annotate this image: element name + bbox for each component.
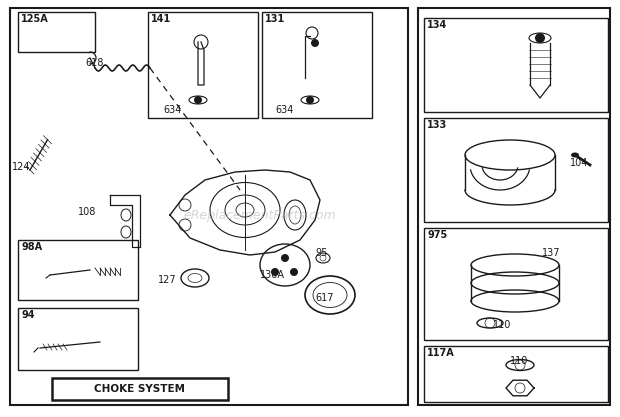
Circle shape — [281, 254, 289, 262]
Text: CHOKE SYSTEM: CHOKE SYSTEM — [94, 384, 185, 394]
Text: 125A: 125A — [21, 14, 49, 24]
Bar — [424, 118, 608, 222]
Bar — [52, 378, 228, 400]
Text: eReplacementParts.com: eReplacementParts.com — [184, 208, 336, 221]
Text: 141: 141 — [151, 14, 171, 24]
Text: 634: 634 — [163, 105, 182, 115]
Text: 94: 94 — [21, 310, 35, 320]
Bar — [262, 12, 372, 118]
Text: 130A: 130A — [260, 270, 285, 280]
Text: 127: 127 — [158, 275, 177, 285]
Text: 975: 975 — [427, 230, 447, 240]
Bar — [424, 228, 608, 340]
Text: 104: 104 — [570, 158, 588, 168]
Text: 117A: 117A — [427, 348, 454, 358]
Text: 110: 110 — [493, 320, 512, 330]
Circle shape — [271, 268, 279, 276]
Bar — [148, 12, 258, 118]
Circle shape — [306, 96, 314, 104]
Text: 634: 634 — [275, 105, 293, 115]
Ellipse shape — [571, 153, 579, 158]
Text: 124: 124 — [12, 162, 30, 172]
Circle shape — [290, 268, 298, 276]
Text: 131: 131 — [265, 14, 285, 24]
Circle shape — [535, 33, 545, 43]
Text: 618: 618 — [85, 58, 104, 68]
Text: 95: 95 — [315, 248, 327, 258]
Bar — [18, 308, 138, 370]
Text: 110: 110 — [510, 356, 528, 366]
Bar — [18, 240, 138, 300]
Circle shape — [194, 96, 202, 104]
Text: 617: 617 — [315, 293, 334, 303]
Bar — [418, 8, 610, 405]
Text: 108: 108 — [78, 207, 96, 217]
Text: 133: 133 — [427, 120, 447, 130]
Text: 137: 137 — [542, 248, 560, 258]
Bar — [424, 346, 608, 402]
Bar — [10, 8, 408, 405]
Bar — [18, 12, 95, 52]
Text: 98A: 98A — [21, 242, 42, 252]
Bar — [424, 18, 608, 112]
Circle shape — [311, 39, 319, 47]
Text: 134: 134 — [427, 20, 447, 30]
